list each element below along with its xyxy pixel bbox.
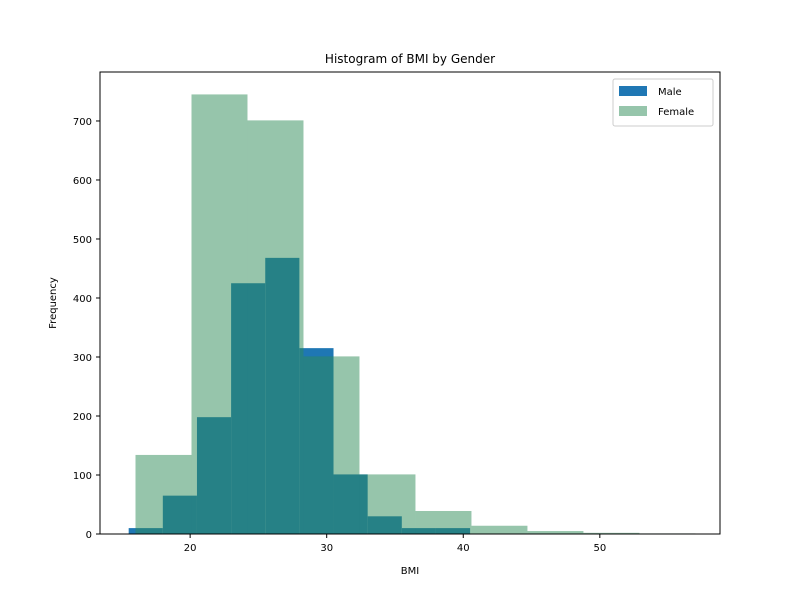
y-tick-label: 0	[86, 530, 92, 541]
x-axis: 20 30 40 50	[184, 534, 606, 554]
female-bar	[247, 120, 304, 534]
female-bar	[415, 510, 472, 534]
female-bar	[191, 94, 248, 535]
series-female	[135, 94, 696, 535]
x-tick-label: 30	[320, 543, 333, 554]
y-tick-label: 400	[73, 294, 92, 305]
legend-swatch-male	[619, 86, 647, 96]
y-tick-label: 600	[73, 176, 92, 187]
female-bar	[303, 356, 360, 534]
legend-swatch-female	[619, 106, 647, 116]
plot-area	[128, 94, 696, 535]
y-tick-label: 700	[73, 117, 92, 128]
y-tick-label: 500	[73, 235, 92, 246]
female-bar	[471, 525, 528, 534]
y-tick-label: 100	[73, 471, 92, 482]
x-tick-label: 50	[593, 543, 606, 554]
female-bar	[135, 454, 192, 534]
female-bar	[583, 532, 640, 534]
x-tick-label: 40	[457, 543, 470, 554]
female-bar	[359, 474, 416, 534]
x-tick-label: 20	[184, 543, 197, 554]
y-tick-label: 200	[73, 412, 92, 423]
y-axis: 0 100 200 300 400 500 600 700	[73, 117, 100, 541]
legend-label-female: Female	[658, 107, 694, 118]
legend-label-male: Male	[658, 87, 682, 98]
female-bar	[527, 531, 584, 534]
legend: Male Female	[612, 78, 714, 127]
y-axis-label: Frequency	[48, 277, 59, 329]
axes-frame	[99, 71, 721, 535]
x-axis-label: BMI	[401, 566, 419, 577]
y-tick-label: 300	[73, 353, 92, 364]
chart-title: Histogram of BMI by Gender	[325, 52, 495, 66]
